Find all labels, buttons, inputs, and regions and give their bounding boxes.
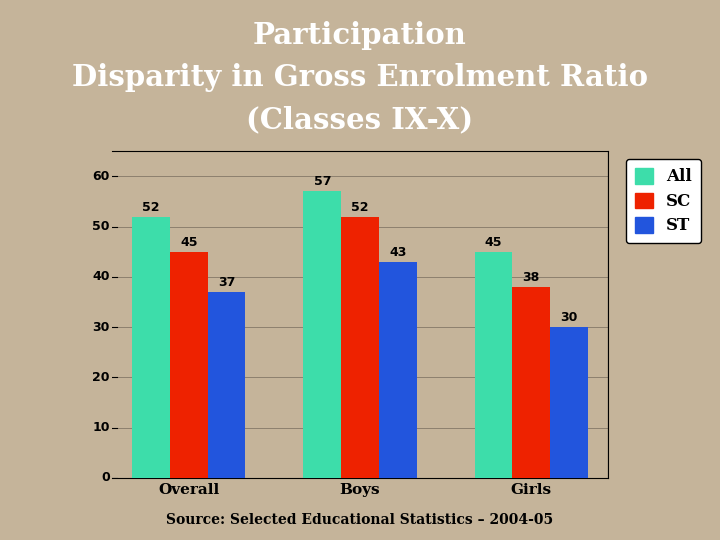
Text: 60: 60	[92, 170, 110, 183]
Bar	[474, 252, 513, 478]
Text: (Classes IX-X): (Classes IX-X)	[246, 105, 474, 134]
Bar	[379, 262, 417, 478]
Text: 52: 52	[351, 200, 369, 213]
Text: Participation: Participation	[253, 21, 467, 50]
Text: Source: Selected Educational Statistics – 2004-05: Source: Selected Educational Statistics …	[166, 512, 554, 526]
Bar	[550, 327, 588, 478]
Text: 57: 57	[314, 176, 331, 188]
Text: 10: 10	[92, 421, 110, 434]
Text: Disparity in Gross Enrolment Ratio: Disparity in Gross Enrolment Ratio	[72, 63, 648, 92]
Bar	[341, 217, 379, 478]
Text: 0: 0	[101, 471, 110, 484]
Text: 52: 52	[143, 200, 160, 213]
Text: 50: 50	[92, 220, 110, 233]
Bar	[303, 191, 341, 478]
Text: 45: 45	[180, 235, 197, 249]
Bar	[207, 292, 246, 478]
Text: 45: 45	[485, 235, 503, 249]
Bar	[132, 217, 170, 478]
Text: 43: 43	[389, 246, 406, 259]
Text: 37: 37	[217, 276, 235, 289]
Bar	[170, 252, 207, 478]
Text: 30: 30	[560, 311, 577, 324]
Legend: All, SC, ST: All, SC, ST	[626, 159, 701, 244]
Text: 20: 20	[92, 371, 110, 384]
Text: 38: 38	[523, 271, 540, 284]
Bar	[513, 287, 550, 478]
Text: 30: 30	[92, 321, 110, 334]
Text: 40: 40	[92, 271, 110, 284]
